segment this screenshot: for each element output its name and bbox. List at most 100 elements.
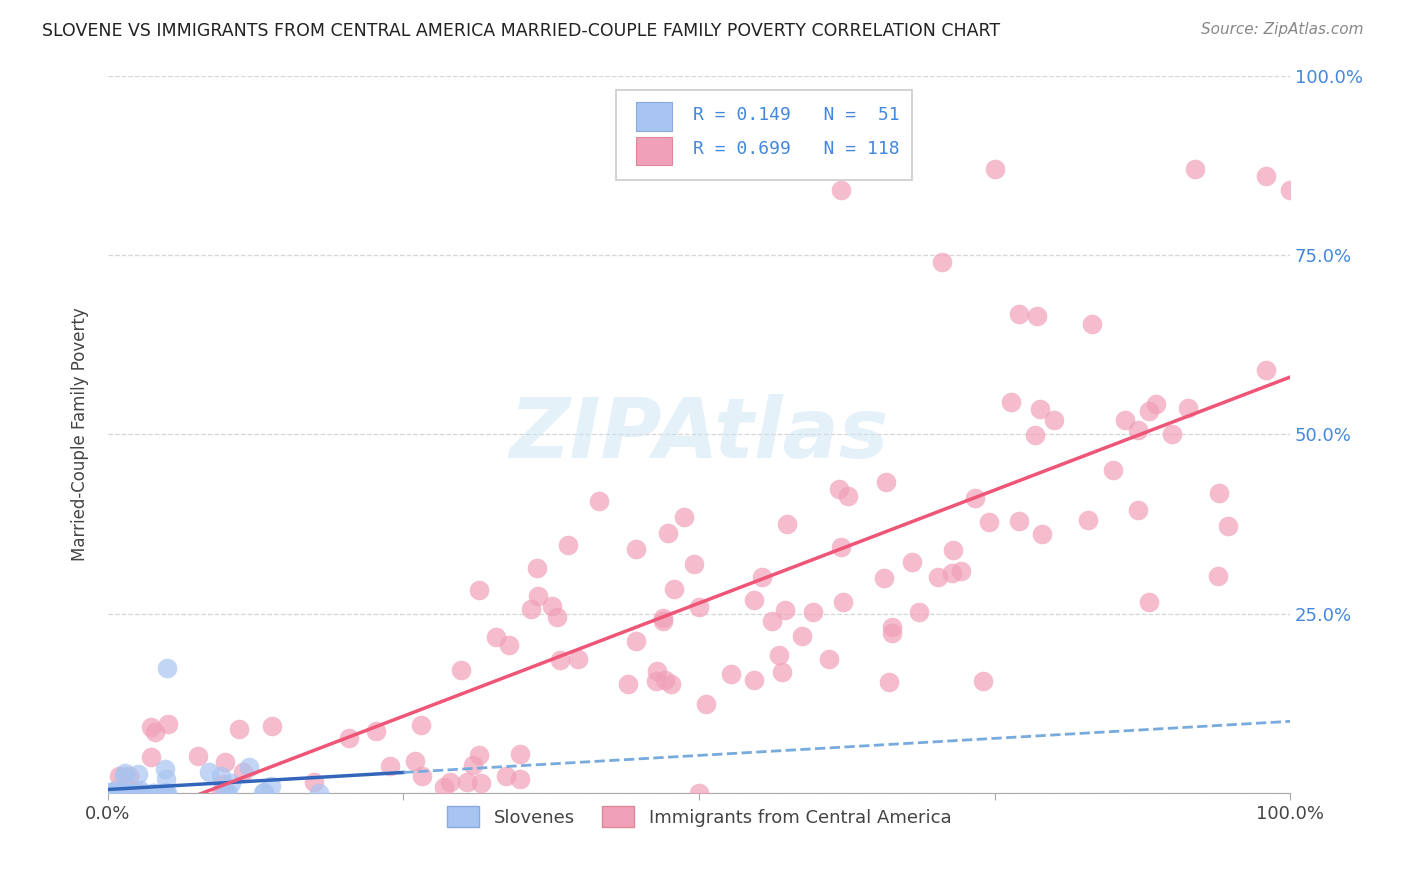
Point [139,750,162,764]
Point [818,652,841,666]
Point [156,661,179,675]
Point [97,786,120,800]
Point [879,674,901,689]
Point [1008,306,1031,320]
Point [567,652,589,666]
Point [588,494,610,508]
Point [156,786,179,800]
Point [105,783,128,797]
Point [1160,427,1182,442]
Point [108,785,131,799]
Point [652,615,675,629]
Point [262,719,284,733]
Point [744,673,766,688]
Point [624,542,647,557]
Point [1101,463,1123,477]
Point [837,489,859,503]
Point [830,183,852,197]
Point [927,570,949,584]
Point [751,570,773,584]
Point [214,755,236,769]
Point [654,673,676,687]
Point [212,777,235,791]
Point [900,555,922,569]
Point [1184,161,1206,176]
Point [830,540,852,554]
Point [1114,413,1136,427]
Point [1126,503,1149,517]
Point [1126,423,1149,437]
Point [683,558,706,572]
Point [1024,427,1046,442]
Point [142,786,165,800]
Point [485,630,508,644]
Point [548,653,571,667]
Point [768,648,790,662]
Point [114,786,136,800]
Point [378,758,401,772]
Point [187,749,209,764]
Point [1137,595,1160,609]
Point [908,605,931,619]
Point [461,758,484,772]
Point [124,783,146,797]
Point [557,538,579,552]
Point [1043,412,1066,426]
Point [141,720,163,734]
Point [792,629,814,643]
Point [252,785,274,799]
Point [875,475,897,489]
Point [97,786,120,800]
Point [128,782,150,797]
Point [253,785,276,799]
Point [101,786,124,800]
Point [238,760,260,774]
Point [153,762,176,776]
Point [143,724,166,739]
Point [115,786,138,800]
Point [259,779,281,793]
Point [773,603,796,617]
Point [153,786,176,800]
Point [1279,183,1302,197]
Point [100,786,122,800]
Point [547,610,569,624]
Point [467,748,489,763]
Point [973,673,995,688]
Point [626,634,648,648]
Point [219,776,242,790]
Point [98,785,121,799]
Point [520,602,543,616]
Point [98,786,121,800]
Point [142,786,165,800]
Point [105,786,128,800]
Point [97,786,120,800]
Point [304,775,326,789]
Point [1081,317,1104,331]
Point [509,772,531,786]
Point [232,764,254,779]
Point [963,491,986,505]
Point [770,665,793,680]
Point [125,786,148,800]
Point [157,716,180,731]
Point [1025,309,1047,323]
Point [1177,401,1199,416]
Point [409,718,432,732]
Point [118,769,141,783]
Point [120,786,142,800]
Point [97,786,120,800]
Point [644,673,666,688]
Point [931,255,953,269]
Point [776,517,799,532]
Point [657,526,679,541]
Point [880,620,903,634]
Point [664,582,686,596]
Point [801,605,824,619]
Point [118,786,141,800]
Point [942,543,965,558]
Point [107,786,129,800]
Point [983,161,1005,176]
Point [97,786,120,800]
Point [526,561,548,575]
